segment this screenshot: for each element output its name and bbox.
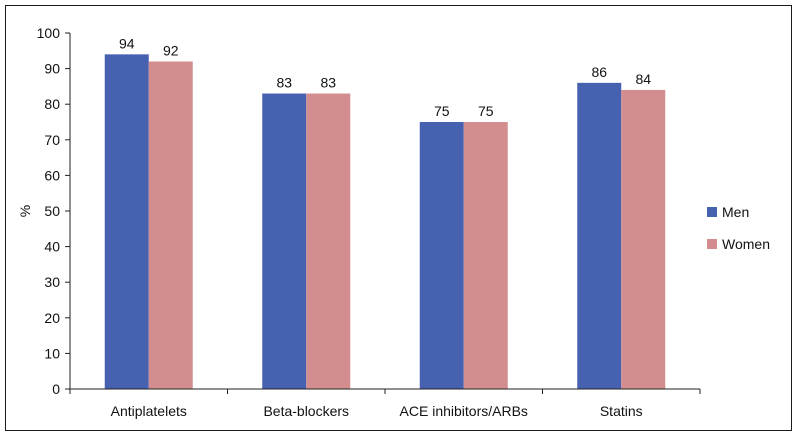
data-label: 86 bbox=[591, 64, 607, 80]
bar-men bbox=[262, 93, 307, 390]
y-tick-label: 10 bbox=[44, 345, 60, 361]
x-tick-label: Statins bbox=[600, 403, 643, 419]
bar-men bbox=[577, 82, 622, 389]
y-tick-label: 40 bbox=[44, 239, 60, 255]
data-label: 75 bbox=[434, 103, 450, 119]
bar-women bbox=[621, 89, 666, 390]
bar-women bbox=[148, 61, 193, 389]
legend-label-men: Men bbox=[722, 204, 749, 220]
data-label: 75 bbox=[478, 103, 494, 119]
data-label: 84 bbox=[635, 71, 651, 87]
x-axis-labels: Antiplatelets Beta-blockers ACE inhibitors… bbox=[69, 389, 701, 419]
data-label: 83 bbox=[320, 75, 336, 91]
y-tick-label: 30 bbox=[44, 274, 60, 290]
legend-swatch-women bbox=[707, 239, 717, 249]
bar-women bbox=[306, 93, 351, 390]
y-tick-label: 90 bbox=[44, 61, 60, 77]
legend: Men Women bbox=[707, 204, 770, 252]
x-tick-label: Beta-blockers bbox=[263, 403, 349, 419]
y-tick-label: 70 bbox=[44, 132, 60, 148]
y-tick-label: 100 bbox=[37, 25, 61, 41]
legend-label-women: Women bbox=[722, 236, 770, 252]
bar-men bbox=[104, 54, 149, 390]
y-tick-label: 0 bbox=[52, 381, 60, 397]
legend-swatch-men bbox=[707, 207, 717, 217]
data-label: 94 bbox=[119, 35, 135, 51]
y-tick-label: 60 bbox=[44, 167, 60, 183]
y-tick-label: 20 bbox=[44, 310, 60, 326]
bars: 94 92 83 83 75 75 86 84 bbox=[104, 35, 666, 390]
y-axis-title: % bbox=[17, 205, 33, 217]
x-tick-label: ACE inhibitors/ARBs bbox=[400, 403, 528, 419]
data-label: 83 bbox=[276, 75, 292, 91]
bar-men bbox=[419, 122, 464, 389]
y-tick-label: 80 bbox=[44, 96, 60, 112]
x-tick-label: Antiplatelets bbox=[111, 403, 187, 419]
bar-women bbox=[463, 122, 508, 389]
data-label: 92 bbox=[163, 42, 179, 58]
y-tick-label: 50 bbox=[44, 203, 60, 219]
y-axis-ticks: 0 10 20 30 40 50 60 70 80 90 100 bbox=[37, 25, 70, 397]
